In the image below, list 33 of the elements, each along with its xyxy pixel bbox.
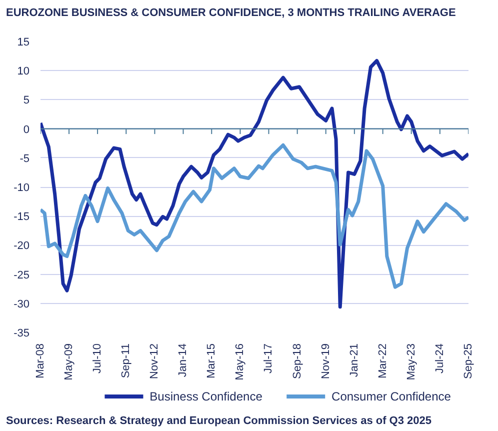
x-tick-label: Sep-25 bbox=[462, 343, 474, 379]
line-series bbox=[40, 58, 468, 309]
y-tick-label: -30 bbox=[14, 298, 30, 310]
y-tick-label: 5 bbox=[23, 94, 30, 107]
x-tick-label: May-09 bbox=[63, 343, 76, 380]
y-tick-label: -15 bbox=[14, 211, 30, 224]
x-tick-label: Jan-21 bbox=[348, 343, 360, 378]
y-tick-label: 15 bbox=[17, 36, 30, 48]
x-tick-label: Sep-18 bbox=[291, 343, 304, 379]
y-tick-label: -35 bbox=[14, 328, 30, 340]
y-tick-label: -25 bbox=[14, 269, 30, 282]
x-tick-label: Nov-12 bbox=[148, 343, 161, 379]
x-tick-label: Mar-08 bbox=[34, 344, 46, 378]
y-tick-label: -20 bbox=[14, 240, 30, 252]
x-tick-label: Sep-11 bbox=[120, 344, 132, 378]
x-tick-label: Mar-15 bbox=[206, 344, 218, 378]
chart-title: EUROZONE BUSINESS & CONSUMER CONFIDENCE, 3 MONTHS TRAILING AVERAGE bbox=[6, 6, 456, 21]
source-note: Sources: Research & Strategy and European Commission Services as of Q3 2025 bbox=[6, 414, 432, 429]
line-series bbox=[40, 143, 468, 289]
x-tick-label: Jul-17 bbox=[262, 343, 275, 374]
x-tick-label: Jan-14 bbox=[177, 343, 190, 378]
legend-label: Consumer Confidence bbox=[332, 390, 452, 404]
x-tick-label: Jul-10 bbox=[92, 343, 104, 374]
y-tick-label: 10 bbox=[17, 66, 30, 78]
x-tick-label: May-23 bbox=[405, 343, 418, 380]
y-tick-label: -10 bbox=[14, 182, 30, 194]
x-tick-label: Nov-19 bbox=[320, 343, 332, 379]
legend-label: Business Confidence bbox=[150, 390, 263, 404]
x-tick-label: May-16 bbox=[234, 343, 246, 380]
y-tick-label: -5 bbox=[20, 152, 30, 165]
x-tick-label: Jul-24 bbox=[434, 343, 446, 374]
y-tick-label: 0 bbox=[23, 124, 30, 136]
x-tick-label: Mar-22 bbox=[376, 344, 389, 378]
